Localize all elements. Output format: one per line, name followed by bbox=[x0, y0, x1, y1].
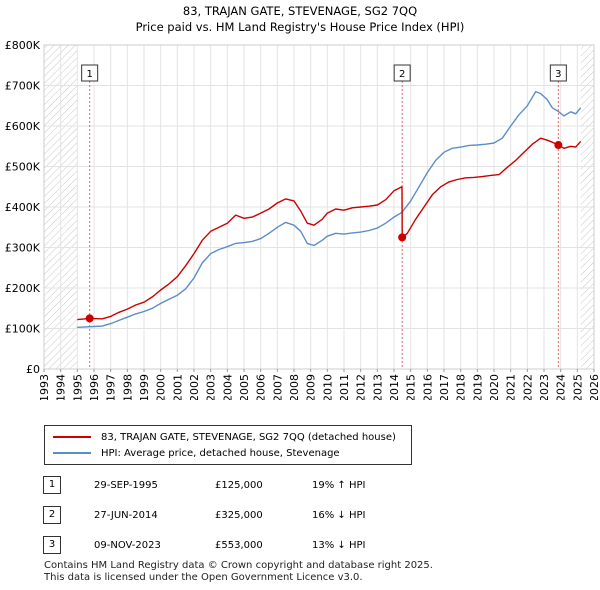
transaction-hpi-diff: 19% ↑ HPI bbox=[312, 480, 366, 491]
transaction-row: 1 29-SEP-1995 £125,000 19% ↑ HPI bbox=[0, 476, 600, 496]
x-tick-label: 2008 bbox=[288, 374, 301, 400]
x-tick-label: 1998 bbox=[121, 374, 134, 400]
sale-point bbox=[85, 314, 94, 323]
x-tick-label: 1997 bbox=[105, 374, 118, 400]
x-tick-label: 2023 bbox=[538, 374, 551, 400]
y-tick-label: £800K bbox=[5, 39, 41, 52]
x-tick-label: 2022 bbox=[521, 374, 534, 400]
sale-point bbox=[398, 233, 407, 242]
x-tick-label: 2005 bbox=[238, 374, 251, 400]
x-tick-label: 1999 bbox=[138, 374, 151, 400]
x-tick-label: 1993 bbox=[38, 374, 51, 400]
x-tick-label: 2021 bbox=[505, 374, 518, 400]
sale-marker-label: 2 bbox=[399, 69, 405, 80]
transaction-number: 1 bbox=[43, 476, 61, 494]
chart-legend: 83, TRAJAN GATE, STEVENAGE, SG2 7QQ (det… bbox=[44, 425, 412, 465]
x-tick-label: 2003 bbox=[205, 374, 218, 400]
x-tick-label: 2012 bbox=[355, 374, 368, 400]
legend-swatch-hpi bbox=[53, 452, 91, 454]
x-tick-label: 2010 bbox=[321, 374, 334, 400]
x-tick-label: 2017 bbox=[438, 374, 451, 400]
series-line bbox=[77, 137, 582, 321]
x-tick-label: 2004 bbox=[221, 374, 234, 400]
sale-point bbox=[554, 141, 563, 150]
y-tick-label: £500K bbox=[5, 161, 41, 174]
legend-swatch-property bbox=[53, 436, 91, 438]
x-tick-label: 2006 bbox=[255, 374, 268, 400]
x-tick-label: 2026 bbox=[588, 374, 600, 400]
price-chart: 83, TRAJAN GATE, STEVENAGE, SG2 7QQ Pric… bbox=[5, 4, 600, 400]
y-tick-label: £200K bbox=[5, 282, 41, 295]
x-tick-label: 2024 bbox=[555, 374, 568, 400]
transaction-price: £325,000 bbox=[215, 510, 263, 521]
sale-marker-box bbox=[549, 64, 567, 82]
y-tick-label: £600K bbox=[5, 120, 41, 133]
y-tick-label: £400K bbox=[5, 201, 41, 214]
x-tick-label: 2001 bbox=[171, 374, 184, 400]
x-tick-label: 2014 bbox=[388, 374, 401, 400]
x-tick-label: 1994 bbox=[55, 374, 68, 400]
series-line bbox=[77, 90, 582, 328]
plot-frame bbox=[43, 44, 595, 370]
transaction-hpi-diff: 13% ↓ HPI bbox=[312, 540, 366, 551]
transaction-price: £553,000 bbox=[215, 540, 263, 551]
x-tick-label: 2013 bbox=[371, 374, 384, 400]
legend-item-property: 83, TRAJAN GATE, STEVENAGE, SG2 7QQ (det… bbox=[53, 429, 396, 445]
x-tick-label: 2002 bbox=[188, 374, 201, 400]
footer-line-licence: This data is licensed under the Open Gov… bbox=[44, 572, 363, 583]
transaction-date: 27-JUN-2014 bbox=[94, 510, 158, 521]
y-tick-label: £0 bbox=[26, 363, 40, 376]
footer-line-copyright: Contains HM Land Registry data © Crown c… bbox=[44, 560, 433, 571]
x-tick-label: 2011 bbox=[338, 374, 351, 400]
x-tick-label: 1996 bbox=[88, 374, 101, 400]
transaction-number: 2 bbox=[43, 506, 61, 524]
sale-marker-box bbox=[393, 64, 411, 82]
x-tick-label: 2000 bbox=[155, 374, 168, 400]
transaction-date: 09-NOV-2023 bbox=[94, 540, 161, 551]
footer-attribution: Contains HM Land Registry data © Crown c… bbox=[44, 560, 433, 584]
transaction-price: £125,000 bbox=[215, 480, 263, 491]
chart-subtitle: Price paid vs. HM Land Registry's House … bbox=[136, 20, 465, 34]
x-tick-label: 2018 bbox=[455, 374, 468, 400]
transaction-hpi-diff: 16% ↓ HPI bbox=[312, 510, 366, 521]
x-tick-label: 2009 bbox=[305, 374, 318, 400]
sale-marker-box bbox=[81, 64, 99, 82]
x-tick-label: 2016 bbox=[421, 374, 434, 400]
y-tick-label: £700K bbox=[5, 80, 41, 93]
legend-label-hpi: HPI: Average price, detached house, Stev… bbox=[101, 447, 340, 459]
y-tick-label: £100K bbox=[5, 323, 41, 336]
chart-title: 83, TRAJAN GATE, STEVENAGE, SG2 7QQ bbox=[183, 4, 417, 18]
sale-marker-label: 3 bbox=[555, 69, 561, 80]
legend-label-property: 83, TRAJAN GATE, STEVENAGE, SG2 7QQ (det… bbox=[101, 431, 396, 443]
x-tick-label: 1995 bbox=[71, 374, 84, 400]
x-tick-label: 2020 bbox=[488, 374, 501, 400]
transaction-row: 3 09-NOV-2023 £553,000 13% ↓ HPI bbox=[0, 536, 600, 556]
x-tick-label: 2025 bbox=[571, 374, 584, 400]
transaction-number: 3 bbox=[43, 536, 61, 554]
transaction-row: 2 27-JUN-2014 £325,000 16% ↓ HPI bbox=[0, 506, 600, 526]
x-tick-label: 2007 bbox=[271, 374, 284, 400]
legend-item-hpi: HPI: Average price, detached house, Stev… bbox=[53, 445, 340, 461]
x-tick-label: 2019 bbox=[471, 374, 484, 400]
sale-marker-label: 1 bbox=[86, 69, 92, 80]
transaction-date: 29-SEP-1995 bbox=[94, 480, 158, 491]
x-tick-label: 2015 bbox=[405, 374, 418, 400]
y-tick-label: £300K bbox=[5, 242, 41, 255]
